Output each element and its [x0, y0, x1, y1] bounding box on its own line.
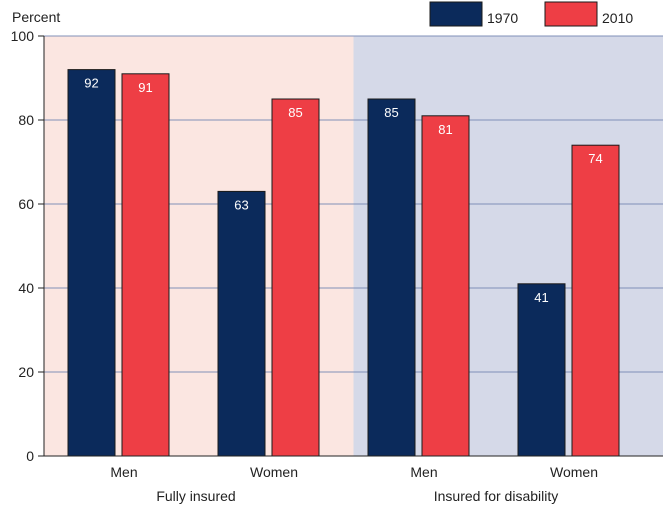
data-label: 91: [138, 80, 152, 95]
y-tick-label: 80: [18, 112, 34, 128]
data-label: 85: [384, 105, 398, 120]
category-label: Women: [250, 464, 298, 480]
y-tick-label: 0: [26, 448, 34, 464]
legend-label: 2010: [602, 10, 633, 26]
group-label: Fully insured: [156, 488, 235, 504]
legend-swatch: [429, 1, 483, 27]
bar: [367, 98, 416, 457]
bar: [571, 144, 620, 457]
y-tick-label: 20: [18, 364, 34, 380]
group-label: Insured for disability: [434, 488, 559, 504]
y-tick-label: 40: [18, 280, 34, 296]
bar: [271, 98, 320, 457]
y-axis-label: Percent: [12, 9, 60, 25]
legend: 1970 2010: [429, 1, 633, 27]
data-label: 74: [588, 151, 602, 166]
category-label: Men: [410, 464, 437, 480]
legend-label: 1970: [487, 10, 518, 26]
bar: [517, 283, 566, 457]
data-label: 41: [534, 290, 548, 305]
data-label: 63: [234, 197, 248, 212]
bar: [67, 69, 116, 457]
legend-swatch: [544, 1, 598, 27]
data-labels: 92 91 63 85 85 81 41 74: [84, 76, 602, 305]
axes: Fully insured Insured for disability 0 20 40…: [11, 28, 663, 504]
data-label: 85: [288, 105, 302, 120]
bar: [217, 190, 266, 457]
data-label: 81: [438, 122, 452, 137]
y-tick-label: 100: [11, 28, 35, 44]
data-label: 92: [84, 76, 98, 91]
category-label: Women: [550, 464, 598, 480]
bar: [421, 115, 470, 457]
category-label: Men: [110, 464, 137, 480]
y-tick-label: 60: [18, 196, 34, 212]
bars: [67, 69, 620, 457]
bar: [121, 73, 170, 457]
